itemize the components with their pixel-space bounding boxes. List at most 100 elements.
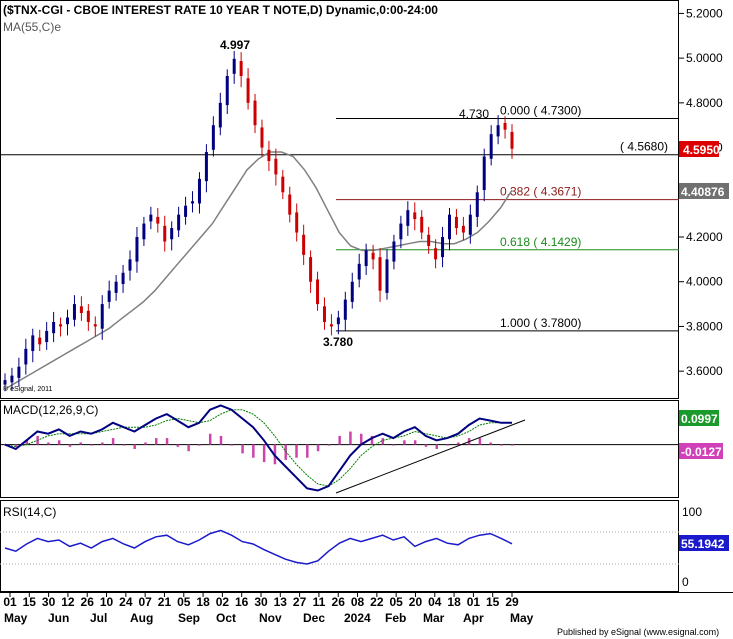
candle-body xyxy=(316,279,320,305)
macd-histogram-bar xyxy=(306,444,309,458)
macd-histogram-bar xyxy=(79,442,83,445)
macd-histogram-bar xyxy=(327,444,331,446)
candle-body xyxy=(364,250,368,267)
candle-body xyxy=(79,306,83,314)
date-tick-label: 26 xyxy=(81,595,95,609)
month-label: 2024 xyxy=(344,611,371,625)
macd-histogram-bar xyxy=(25,440,29,445)
month-label: Apr xyxy=(463,611,484,625)
ma-value-tag xyxy=(679,183,729,199)
macd-legend: MACD(12,26,9,C) xyxy=(3,403,98,417)
published-by: Published by eSignal (www.esignal.com) xyxy=(557,627,719,637)
month-label: Jun xyxy=(48,611,69,625)
candle-body xyxy=(177,214,181,231)
candle-body xyxy=(288,194,292,215)
month-label: Dec xyxy=(303,611,325,625)
month-label: Mar xyxy=(423,611,445,625)
macd-layer xyxy=(0,404,679,492)
candle-body xyxy=(121,272,125,284)
candle-body xyxy=(218,102,222,128)
candle-body xyxy=(475,192,479,217)
candle-body xyxy=(302,234,306,255)
date-tick-label: 01 xyxy=(467,595,481,609)
candle-body xyxy=(184,205,188,217)
candle-body xyxy=(482,156,486,191)
candle-body xyxy=(461,225,465,233)
candle-body xyxy=(246,78,250,103)
candle-body xyxy=(260,127,264,148)
candle-body xyxy=(274,158,278,175)
macd-histogram-bar xyxy=(500,444,503,446)
candle-body xyxy=(385,259,389,293)
candle-body xyxy=(468,214,472,235)
candle-body xyxy=(454,216,458,229)
level-label: ( 4.5680) xyxy=(620,140,668,154)
date-tick-label: 18 xyxy=(196,595,210,609)
macd-histogram-bar xyxy=(381,438,385,445)
candle-body xyxy=(114,281,118,293)
macd-histogram-bar xyxy=(57,440,61,445)
candle-body xyxy=(191,201,195,204)
candle-body xyxy=(163,225,167,242)
date-tick-label: 02 xyxy=(216,595,230,609)
candle-body xyxy=(371,252,375,260)
candle-body xyxy=(350,281,354,302)
rsi-layer xyxy=(0,529,679,565)
month-label: Aug xyxy=(130,611,153,625)
level-label: 1.000 ( 3.7800) xyxy=(500,316,581,330)
level-label: 0.618 ( 4.1429) xyxy=(500,235,581,249)
rsi-line xyxy=(4,529,513,565)
macd-histogram-bar xyxy=(68,444,72,447)
macd-histogram-bar xyxy=(284,444,287,460)
candle-body xyxy=(128,259,132,271)
candle-body xyxy=(204,152,208,182)
date-axis: 01 15 30 12 26 10 24 07 21 05 18 02 16 30 13 27 11 26 08 22… xyxy=(3,592,534,625)
macd-panel-frame xyxy=(0,400,679,498)
price-tick-label: 3.6000 xyxy=(686,364,723,378)
candle-body xyxy=(392,241,396,262)
ma-value: 4.40876 xyxy=(681,185,725,199)
macd-histogram-bar xyxy=(349,431,352,445)
macd-histogram-bar xyxy=(478,438,482,445)
month-label: Feb xyxy=(385,611,406,625)
month-label: May xyxy=(4,611,28,625)
rsi-value-tag xyxy=(679,535,729,551)
candle-body xyxy=(100,304,104,329)
macd-histogram-bar xyxy=(295,444,298,458)
candle-body xyxy=(406,210,410,226)
macd-histogram-bar xyxy=(241,444,244,454)
macd-histogram-bar xyxy=(165,438,169,445)
candlestick-layer xyxy=(3,50,514,392)
high-annotation: 4.997 xyxy=(220,38,250,52)
candle-body xyxy=(86,310,90,322)
macd-histogram-bar xyxy=(359,433,363,445)
macd-histogram-bar xyxy=(111,438,115,445)
candle-body xyxy=(239,61,243,77)
ma-legend: MA(55,C)e xyxy=(3,20,61,34)
date-tick-label: 01 xyxy=(3,595,17,609)
level-label: 0.382 ( 4.3671) xyxy=(500,185,581,199)
candle-body xyxy=(149,214,153,222)
month-label: Oct xyxy=(216,611,236,625)
price-tick-label: 5.2000 xyxy=(686,6,723,20)
date-tick-label: 18 xyxy=(447,595,461,609)
date-tick-label: 15 xyxy=(486,595,500,609)
macd-histogram-bar xyxy=(47,442,50,445)
candle-body xyxy=(496,125,500,137)
date-tick-label: 12 xyxy=(61,595,75,609)
date-tick-label: 05 xyxy=(389,595,403,609)
macd-histogram-bar xyxy=(133,444,136,449)
date-tick-label: 22 xyxy=(370,595,384,609)
month-label: May xyxy=(510,611,534,625)
date-tick-label: 05 xyxy=(177,595,191,609)
price-tick-label: 4.0000 xyxy=(686,275,723,289)
date-tick-label: 04 xyxy=(428,595,442,609)
candle-body xyxy=(52,321,56,334)
date-tick-label: 08 xyxy=(351,595,365,609)
candle-body xyxy=(253,100,257,126)
macd-histogram-bar xyxy=(370,435,374,445)
macd-line xyxy=(4,404,512,492)
candle-body xyxy=(135,237,139,262)
fibonacci-levels: 0.000 ( 4.7300) ( 4.5680) 0.382 ( 4.3671) 0… xyxy=(0,104,679,332)
